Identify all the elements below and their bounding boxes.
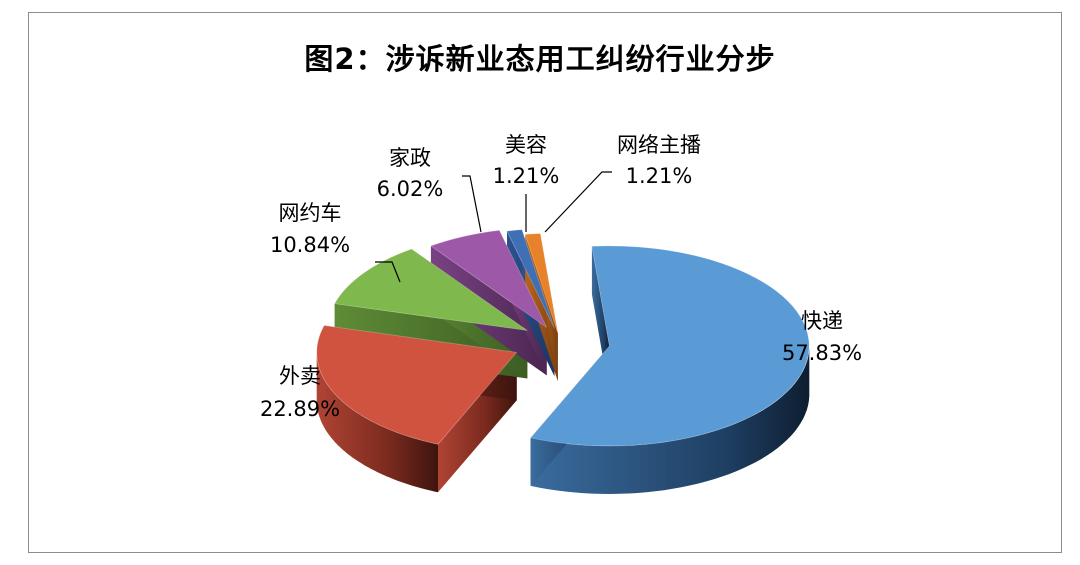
pie-slice-wall-0 bbox=[530, 348, 810, 494]
pie-label-3: 家政 bbox=[389, 146, 431, 170]
pie-slice-5 bbox=[524, 233, 559, 334]
pie-label-2: 网约车 bbox=[279, 201, 342, 225]
pie-slice-wall-1 bbox=[316, 352, 438, 493]
pie-value-label-2: 10.84% bbox=[270, 233, 350, 257]
pie-slice-4 bbox=[506, 229, 555, 329]
pie-label-0: 快递 bbox=[801, 309, 843, 333]
pie-slice-0 bbox=[529, 245, 810, 447]
pie-leader-line-2 bbox=[375, 261, 401, 283]
pie-value-label-5: 1.21% bbox=[626, 164, 693, 188]
pie-slice-3 bbox=[430, 229, 548, 328]
pie-leader-line-5 bbox=[544, 171, 612, 233]
pie-label-1: 外卖 bbox=[279, 364, 321, 388]
pie-value-label-1: 22.89% bbox=[260, 397, 340, 421]
pie-slice-1 bbox=[316, 325, 518, 445]
pie-label-4: 美容 bbox=[505, 133, 547, 157]
pie-value-label-4: 1.21% bbox=[493, 164, 560, 188]
pie-value-label-3: 6.02% bbox=[377, 177, 444, 201]
chart-title: 图2：涉诉新业态用工纠纷行业分步 bbox=[304, 42, 776, 76]
pie-slice-2 bbox=[333, 248, 528, 331]
pie-label-5: 网络主播 bbox=[617, 133, 701, 157]
pie-leader-line-3 bbox=[462, 175, 482, 233]
pie-value-label-0: 57.83% bbox=[782, 341, 862, 365]
